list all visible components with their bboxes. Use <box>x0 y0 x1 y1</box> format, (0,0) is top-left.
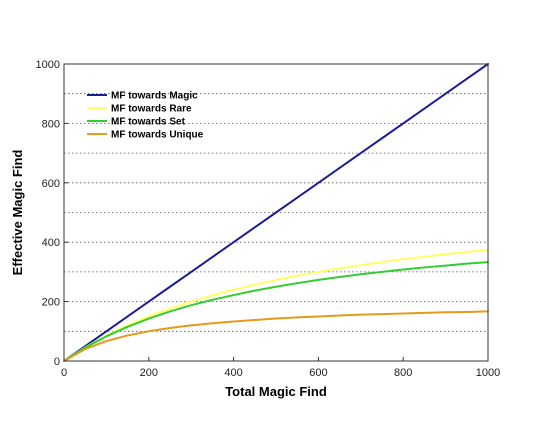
y-tick-label: 600 <box>42 178 60 190</box>
x-tick-label: 600 <box>309 367 327 379</box>
series-line-3 <box>63 261 489 362</box>
series-lines <box>63 63 489 362</box>
axis-ticks: 0 200 400 600 800 1000 0 200 400 600 800 1000 <box>36 59 501 379</box>
y-tick-label: 400 <box>42 237 60 249</box>
grid-lines <box>64 93 488 332</box>
series-line-4 <box>63 310 489 362</box>
x-tick-label: 400 <box>224 367 242 379</box>
x-tick-label: 1000 <box>476 367 500 379</box>
y-axis-title: Effective Magic Find <box>10 150 25 276</box>
y-tick-label: 1000 <box>36 59 60 71</box>
x-tick-label: 0 <box>61 367 67 379</box>
plot-frame <box>63 63 489 362</box>
legend-label: MF towards Unique <box>111 130 204 141</box>
y-tick-label: 200 <box>42 297 60 309</box>
y-tick-label: 800 <box>42 118 60 130</box>
x-axis-title: Total Magic Find <box>225 384 327 399</box>
x-tick-label: 200 <box>140 367 158 379</box>
legend-label: MF towards Magic <box>111 91 198 102</box>
legend-label: MF towards Set <box>111 117 186 128</box>
series-line-2 <box>63 248 489 362</box>
legend-label: MF towards Rare <box>111 104 192 115</box>
series-line-1 <box>63 63 489 362</box>
y-tick-label: 0 <box>54 356 60 368</box>
x-tick-label: 800 <box>394 367 412 379</box>
legend: MF towards Magic MF towards Rare MF toward… <box>87 91 204 141</box>
